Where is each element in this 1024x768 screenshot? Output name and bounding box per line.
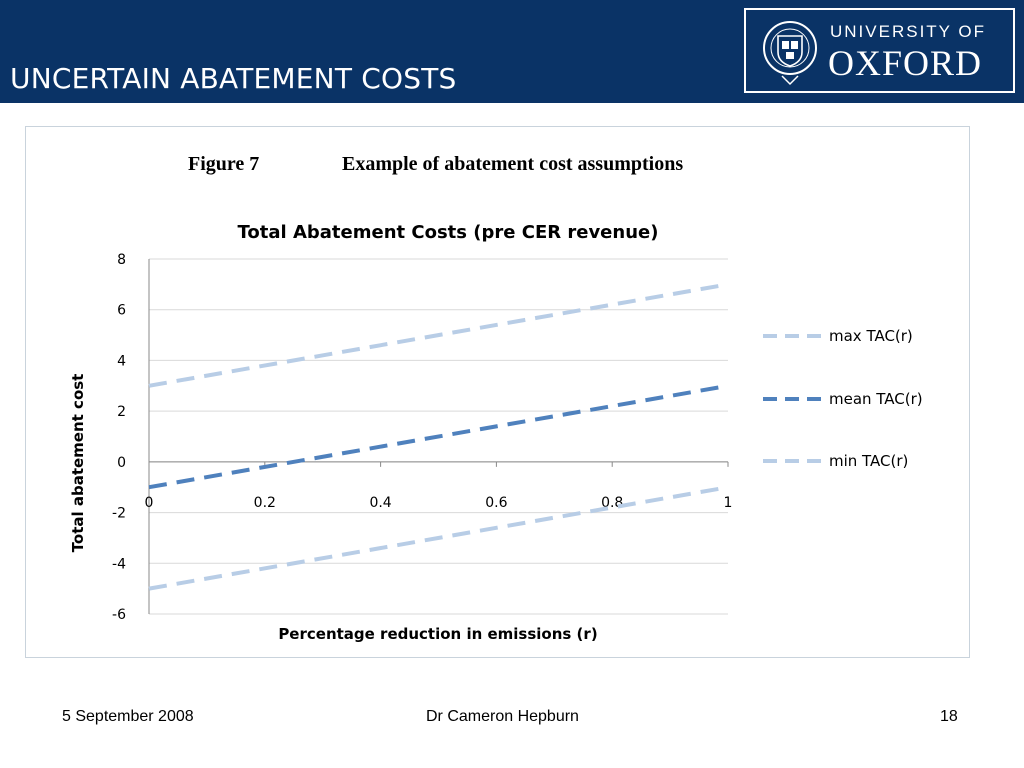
y-tick-label: -4 xyxy=(112,556,126,572)
legend-label: min TAC(r) xyxy=(829,452,908,470)
x-tick-label: 0.4 xyxy=(369,495,391,511)
series-line-3 xyxy=(148,485,729,591)
chart-title: Total Abatement Costs (pre CER revenue) xyxy=(238,222,659,243)
x-tick-label: 1 xyxy=(724,495,733,511)
x-axis-label: Percentage reduction in emissions (r) xyxy=(278,625,597,643)
x-axis-ticks: 0 0.2 0.4 0.6 0.8 1 xyxy=(145,461,733,511)
figure-caption-text: Example of abatement cost assumptions xyxy=(342,153,683,175)
oxford-crest-icon xyxy=(763,21,817,86)
logo-university-text: UNIVERSITY OF xyxy=(830,22,987,41)
footer-date: 5 September 2008 xyxy=(62,708,194,725)
y-axis-ticks: 8 6 4 2 0 -2 -4 -6 xyxy=(112,252,126,623)
slide-header: UNCERTAIN ABATEMENT COSTS UNIVERSITY OF … xyxy=(0,0,1024,103)
legend-label: max TAC(r) xyxy=(829,327,913,345)
figure-caption-number: Figure 7 xyxy=(188,153,259,175)
oxford-logo: UNIVERSITY OF OXFORD xyxy=(744,8,1015,93)
series-line-1 xyxy=(148,282,729,388)
y-tick-label: 2 xyxy=(117,404,126,420)
y-tick-label: 8 xyxy=(117,252,126,268)
y-tick-label: -6 xyxy=(112,607,126,623)
y-tick-label: 6 xyxy=(117,303,126,319)
footer-page-number: 18 xyxy=(940,708,958,725)
figure-panel: Figure 7 Example of abatement cost assum… xyxy=(25,126,970,658)
y-tick-label: 4 xyxy=(117,353,126,369)
figure-caption: Figure 7 Example of abatement cost assum… xyxy=(188,153,683,175)
series-line-2 xyxy=(148,383,729,490)
x-tick-label: 0 xyxy=(145,495,154,511)
footer-author: Dr Cameron Hepburn xyxy=(426,708,579,725)
x-tick-label: 0.6 xyxy=(485,495,507,511)
slide-title: UNCERTAIN ABATEMENT COSTS xyxy=(10,62,457,95)
y-axis-label: Total abatement cost xyxy=(69,374,87,553)
y-tick-label: 0 xyxy=(117,455,126,471)
x-tick-label: 0.2 xyxy=(254,495,276,511)
grid-lines xyxy=(148,258,728,615)
legend-label: mean TAC(r) xyxy=(829,390,923,408)
logo-oxford-text: OXFORD xyxy=(828,43,983,83)
y-tick-label: -2 xyxy=(112,506,126,522)
abatement-cost-chart: Figure 7 Example of abatement cost assum… xyxy=(69,153,923,643)
legend: max TAC(r) mean TAC(r) min TAC(r) xyxy=(763,327,923,470)
series-lines xyxy=(148,282,729,591)
